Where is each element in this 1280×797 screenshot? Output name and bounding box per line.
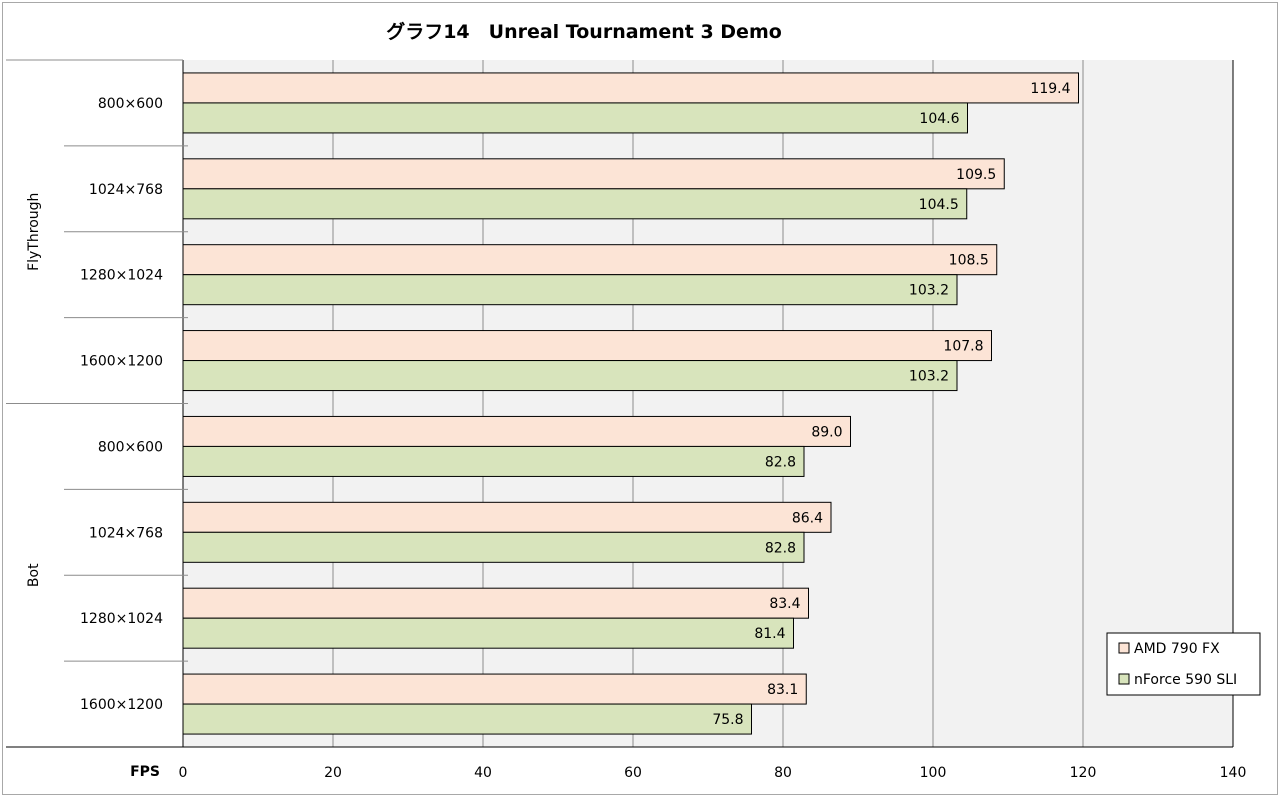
legend-label: nForce 590 SLI [1134, 672, 1237, 688]
x-tick-label: 120 [1070, 765, 1097, 781]
category-label: 1600×1200 [80, 697, 163, 713]
x-tick-label: 100 [920, 765, 947, 781]
data-label: 104.5 [919, 197, 959, 213]
x-tick-label: 0 [179, 765, 188, 781]
data-label: 109.5 [956, 167, 996, 183]
bar [182, 360, 958, 392]
bar [182, 102, 968, 134]
x-axis-label: FPS [130, 764, 160, 780]
data-label: 107.8 [943, 339, 983, 355]
bars: 119.4104.6109.5104.5108.5103.2107.8103.2… [182, 72, 1079, 735]
data-label: 119.4 [1030, 81, 1070, 97]
bar [182, 330, 992, 362]
data-label: 103.2 [909, 369, 949, 385]
bar [182, 415, 851, 447]
x-tick-label: 80 [774, 765, 792, 781]
data-label: 104.6 [919, 111, 959, 127]
bar [182, 72, 1079, 104]
data-label: 83.1 [767, 682, 798, 698]
legend-swatch [1118, 673, 1130, 685]
value-axis: 0 20 40 60 80 100 120 140 [179, 765, 1247, 781]
category-label: 1600×1200 [80, 354, 163, 370]
bar [182, 703, 752, 735]
bar [182, 673, 807, 705]
data-label: 103.2 [909, 283, 949, 299]
data-label: 86.4 [792, 510, 823, 526]
data-label: 89.0 [811, 424, 842, 440]
bar [182, 445, 805, 477]
bar [182, 244, 998, 276]
data-label: 75.8 [712, 712, 743, 728]
bar [182, 274, 958, 306]
bar [182, 188, 968, 220]
bar [182, 501, 832, 533]
data-label: 81.4 [754, 626, 785, 642]
category-label: 1024×768 [89, 525, 163, 541]
x-tick-label: 140 [1220, 765, 1247, 781]
legend-label: AMD 790 FX [1134, 641, 1220, 657]
category-label: 800×600 [98, 96, 163, 112]
x-tick-label: 40 [474, 765, 492, 781]
legend: AMD 790 FX nForce 590 SLI [1106, 632, 1261, 696]
data-label: 108.5 [949, 253, 989, 269]
legend-box [1106, 632, 1261, 696]
category-label: 800×600 [98, 439, 163, 455]
group-label: Bot [26, 563, 42, 587]
data-label: 83.4 [769, 596, 800, 612]
category-axis: 800×600 1024×768 1280×1024 1600×1200 800×600… [6, 59, 1233, 748]
x-tick-label: 60 [624, 765, 642, 781]
category-label: 1280×1024 [80, 611, 163, 627]
bar [182, 617, 794, 649]
bar [182, 587, 809, 619]
data-label: 82.8 [765, 454, 796, 470]
bar [182, 158, 1005, 190]
chart-title: グラフ14 Unreal Tournament 3 Demo [386, 20, 782, 43]
x-tick-label: 20 [324, 765, 342, 781]
category-label: 1024×768 [89, 182, 163, 198]
group-label: FlyThrough [26, 193, 42, 271]
category-label: 1280×1024 [80, 268, 163, 284]
legend-swatch [1118, 642, 1130, 654]
bar [182, 531, 805, 563]
data-label: 82.8 [765, 540, 796, 556]
